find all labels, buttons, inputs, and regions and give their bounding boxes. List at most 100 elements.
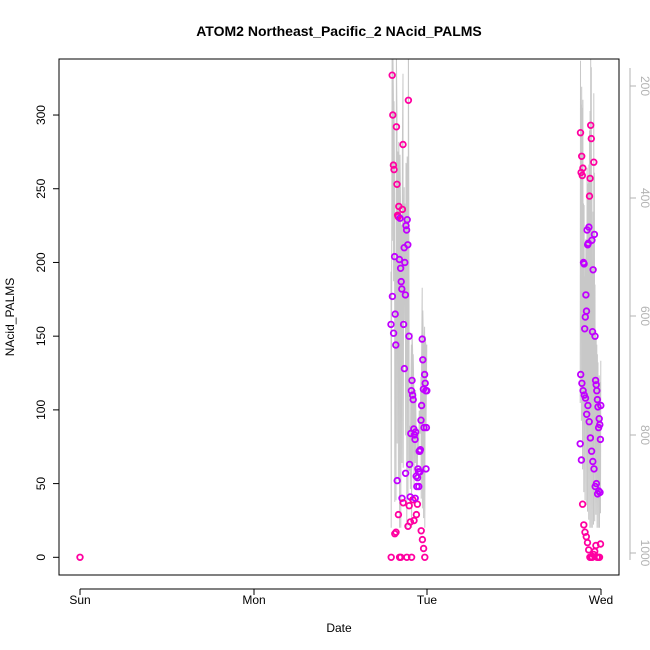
data-point <box>421 553 429 561</box>
data-point <box>422 423 431 432</box>
data-point <box>404 241 412 249</box>
data-point <box>418 335 426 343</box>
data-point <box>401 258 409 267</box>
data-point <box>395 255 404 264</box>
data-point <box>387 320 395 329</box>
data-point <box>582 533 590 541</box>
data-point <box>421 379 429 387</box>
data-point <box>591 376 600 385</box>
data-point <box>587 121 595 129</box>
data-point <box>422 465 430 473</box>
data-point <box>413 500 422 508</box>
data-point <box>578 171 586 180</box>
data-point <box>408 391 417 399</box>
data-point <box>409 395 417 404</box>
data-point <box>398 285 406 293</box>
data-point <box>388 71 396 79</box>
data-point <box>393 180 401 188</box>
data-point <box>402 226 411 234</box>
data-point <box>394 510 403 519</box>
data-point <box>404 96 413 104</box>
data-point <box>405 502 413 510</box>
data-point <box>582 291 590 299</box>
data-point <box>580 521 588 529</box>
y-axis-label: NAcid_PALMS <box>3 278 17 356</box>
data-point <box>410 516 418 525</box>
x-tick-label: Mon <box>242 593 265 607</box>
data-point <box>586 174 594 183</box>
data-point <box>399 499 407 507</box>
data-point <box>578 379 586 387</box>
data-point <box>387 553 395 561</box>
data-point <box>587 447 596 455</box>
chart-title: ATOM2 Northeast_Pacific_2 NAcid_PALMS <box>196 23 482 39</box>
y-tick-label: 150 <box>34 326 48 346</box>
data-point <box>399 320 408 329</box>
data-point <box>581 325 589 333</box>
data-point <box>596 435 605 444</box>
data-point <box>390 165 398 174</box>
data-point <box>392 528 400 536</box>
data-point <box>406 518 415 526</box>
y-tick-label: 200 <box>34 252 48 272</box>
data-point <box>417 416 425 424</box>
data-point <box>576 440 584 448</box>
data-point <box>585 192 594 200</box>
data-point <box>593 395 602 404</box>
data-point <box>416 446 425 454</box>
data-point <box>591 332 599 340</box>
y-tick-label: 300 <box>34 105 48 125</box>
data-point <box>397 553 405 561</box>
data-point <box>399 140 407 149</box>
data-point <box>586 434 595 442</box>
data-point <box>407 387 416 395</box>
data-point <box>585 418 593 426</box>
data-point <box>408 376 416 385</box>
data-point <box>584 401 592 410</box>
y2-tick-label: 200 <box>638 76 650 96</box>
data-point <box>577 370 585 379</box>
data-point <box>576 128 585 137</box>
data-point <box>578 152 586 160</box>
data-point <box>590 158 598 166</box>
data-point <box>596 488 604 497</box>
x-tick-label: Sun <box>69 593 90 607</box>
data-point <box>597 401 605 410</box>
y-tick-label: 250 <box>34 178 48 198</box>
data-point <box>411 428 420 436</box>
data-point <box>389 329 398 337</box>
x-tick-label: Tue <box>417 593 438 607</box>
data-point <box>396 264 405 272</box>
data-point <box>588 236 596 244</box>
data-point <box>388 292 397 301</box>
data-point <box>419 356 427 364</box>
data-point <box>596 420 604 429</box>
y2-tick-label: 600 <box>638 306 650 326</box>
data-point <box>595 553 604 561</box>
data-point <box>579 164 587 172</box>
series-line <box>390 59 428 528</box>
data-point <box>587 134 595 143</box>
series-line <box>579 59 602 528</box>
data-point <box>392 123 401 131</box>
plot-frame <box>58 58 620 576</box>
data-point <box>416 468 424 476</box>
data-point <box>393 476 401 485</box>
y2-tick-label: 800 <box>638 425 650 445</box>
data-point <box>590 465 598 473</box>
data-point <box>398 205 407 214</box>
data-point <box>596 540 605 548</box>
data-point <box>419 544 428 553</box>
data-point <box>417 401 426 410</box>
data-point <box>392 341 400 349</box>
data-point <box>417 527 425 535</box>
data-point <box>592 479 601 488</box>
y2-axis: 200 400 600 800 1000 <box>629 68 650 567</box>
data-point <box>413 474 422 482</box>
data-point <box>389 161 398 169</box>
data-point <box>389 111 397 119</box>
data-point <box>401 469 410 477</box>
data-point <box>423 387 431 395</box>
y-axis: 0 50 100 150 200 250 300 <box>34 105 59 561</box>
